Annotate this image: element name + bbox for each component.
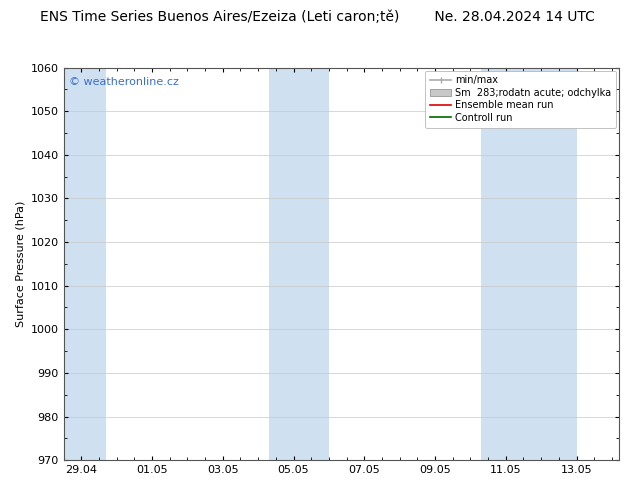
Bar xyxy=(531,68,576,460)
Legend: min/max, Sm  283;rodatn acute; odchylka, Ensemble mean run, Controll run: min/max, Sm 283;rodatn acute; odchylka, … xyxy=(425,71,616,127)
Text: © weatheronline.cz: © weatheronline.cz xyxy=(69,77,179,87)
Text: ENS Time Series Buenos Aires/Ezeiza (Leti caron;tě)        Ne. 28.04.2024 14 UTC: ENS Time Series Buenos Aires/Ezeiza (Let… xyxy=(39,10,595,24)
Bar xyxy=(63,68,106,460)
Bar xyxy=(318,68,329,460)
Y-axis label: Surface Pressure (hPa): Surface Pressure (hPa) xyxy=(15,201,25,327)
Bar xyxy=(481,68,531,460)
Bar xyxy=(269,68,318,460)
